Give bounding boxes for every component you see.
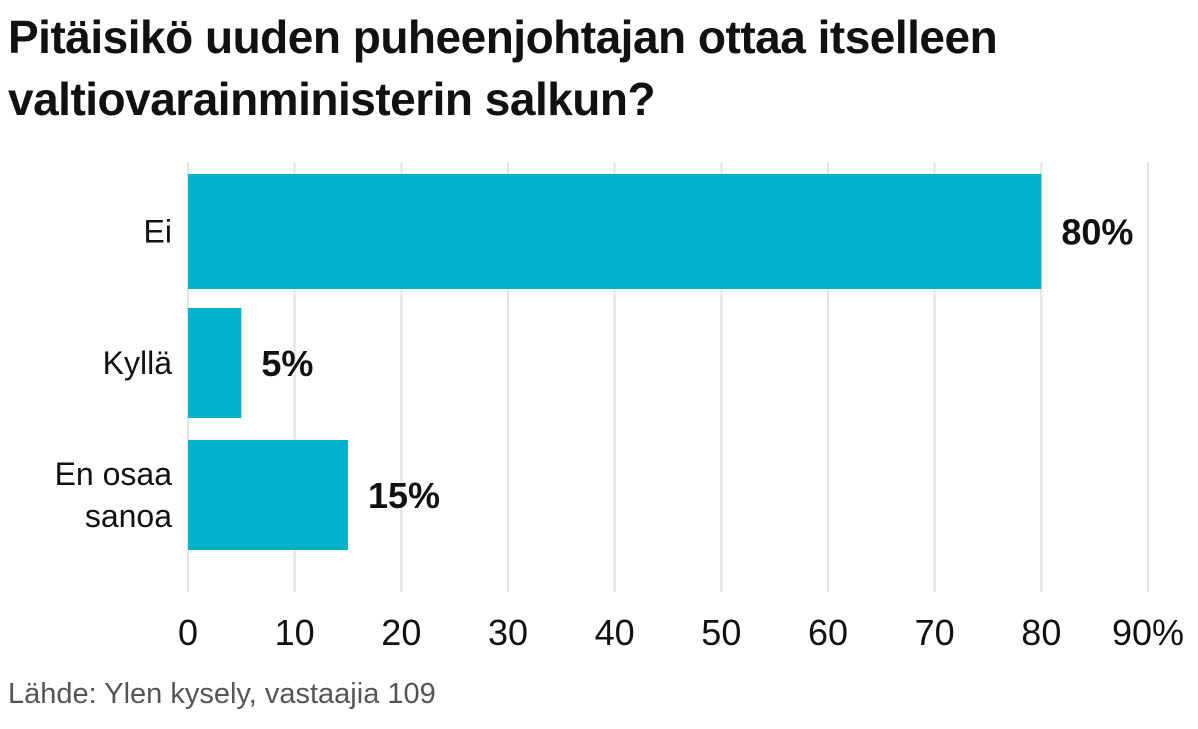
- x-tick-label: 60: [808, 612, 848, 653]
- labels: 0 10 20 30 40 50 60 70 80 90% Ei 80% Kyllä 5% En osaa s…: [55, 212, 1184, 654]
- x-tick-label: 0: [178, 612, 198, 653]
- x-tick-label: 10: [275, 612, 315, 653]
- bar: [188, 440, 348, 550]
- category-label: Ei: [144, 214, 172, 250]
- data-label: 15%: [368, 475, 440, 516]
- x-tick-label: 30: [488, 612, 528, 653]
- x-tick-label: 40: [595, 612, 635, 653]
- source-note: Lähde: Ylen kysely, vastaajia 109: [8, 678, 436, 710]
- bar: [188, 308, 242, 418]
- x-tick-label: 70: [915, 612, 955, 653]
- x-tick-label: 50: [701, 612, 741, 653]
- bar: [188, 174, 1042, 289]
- x-tick-label: 20: [381, 612, 421, 653]
- data-label: 5%: [261, 343, 313, 384]
- category-label: En osaa sanoa: [55, 456, 173, 534]
- bars: [188, 174, 1042, 550]
- x-tick-label: 80: [1021, 612, 1061, 653]
- category-label: Kyllä: [103, 345, 173, 381]
- chart-title: Pitäisikö uuden puheenjohtajan ottaa its…: [8, 11, 998, 125]
- data-label: 80%: [1061, 212, 1133, 253]
- x-tick-label: 90%: [1112, 612, 1184, 653]
